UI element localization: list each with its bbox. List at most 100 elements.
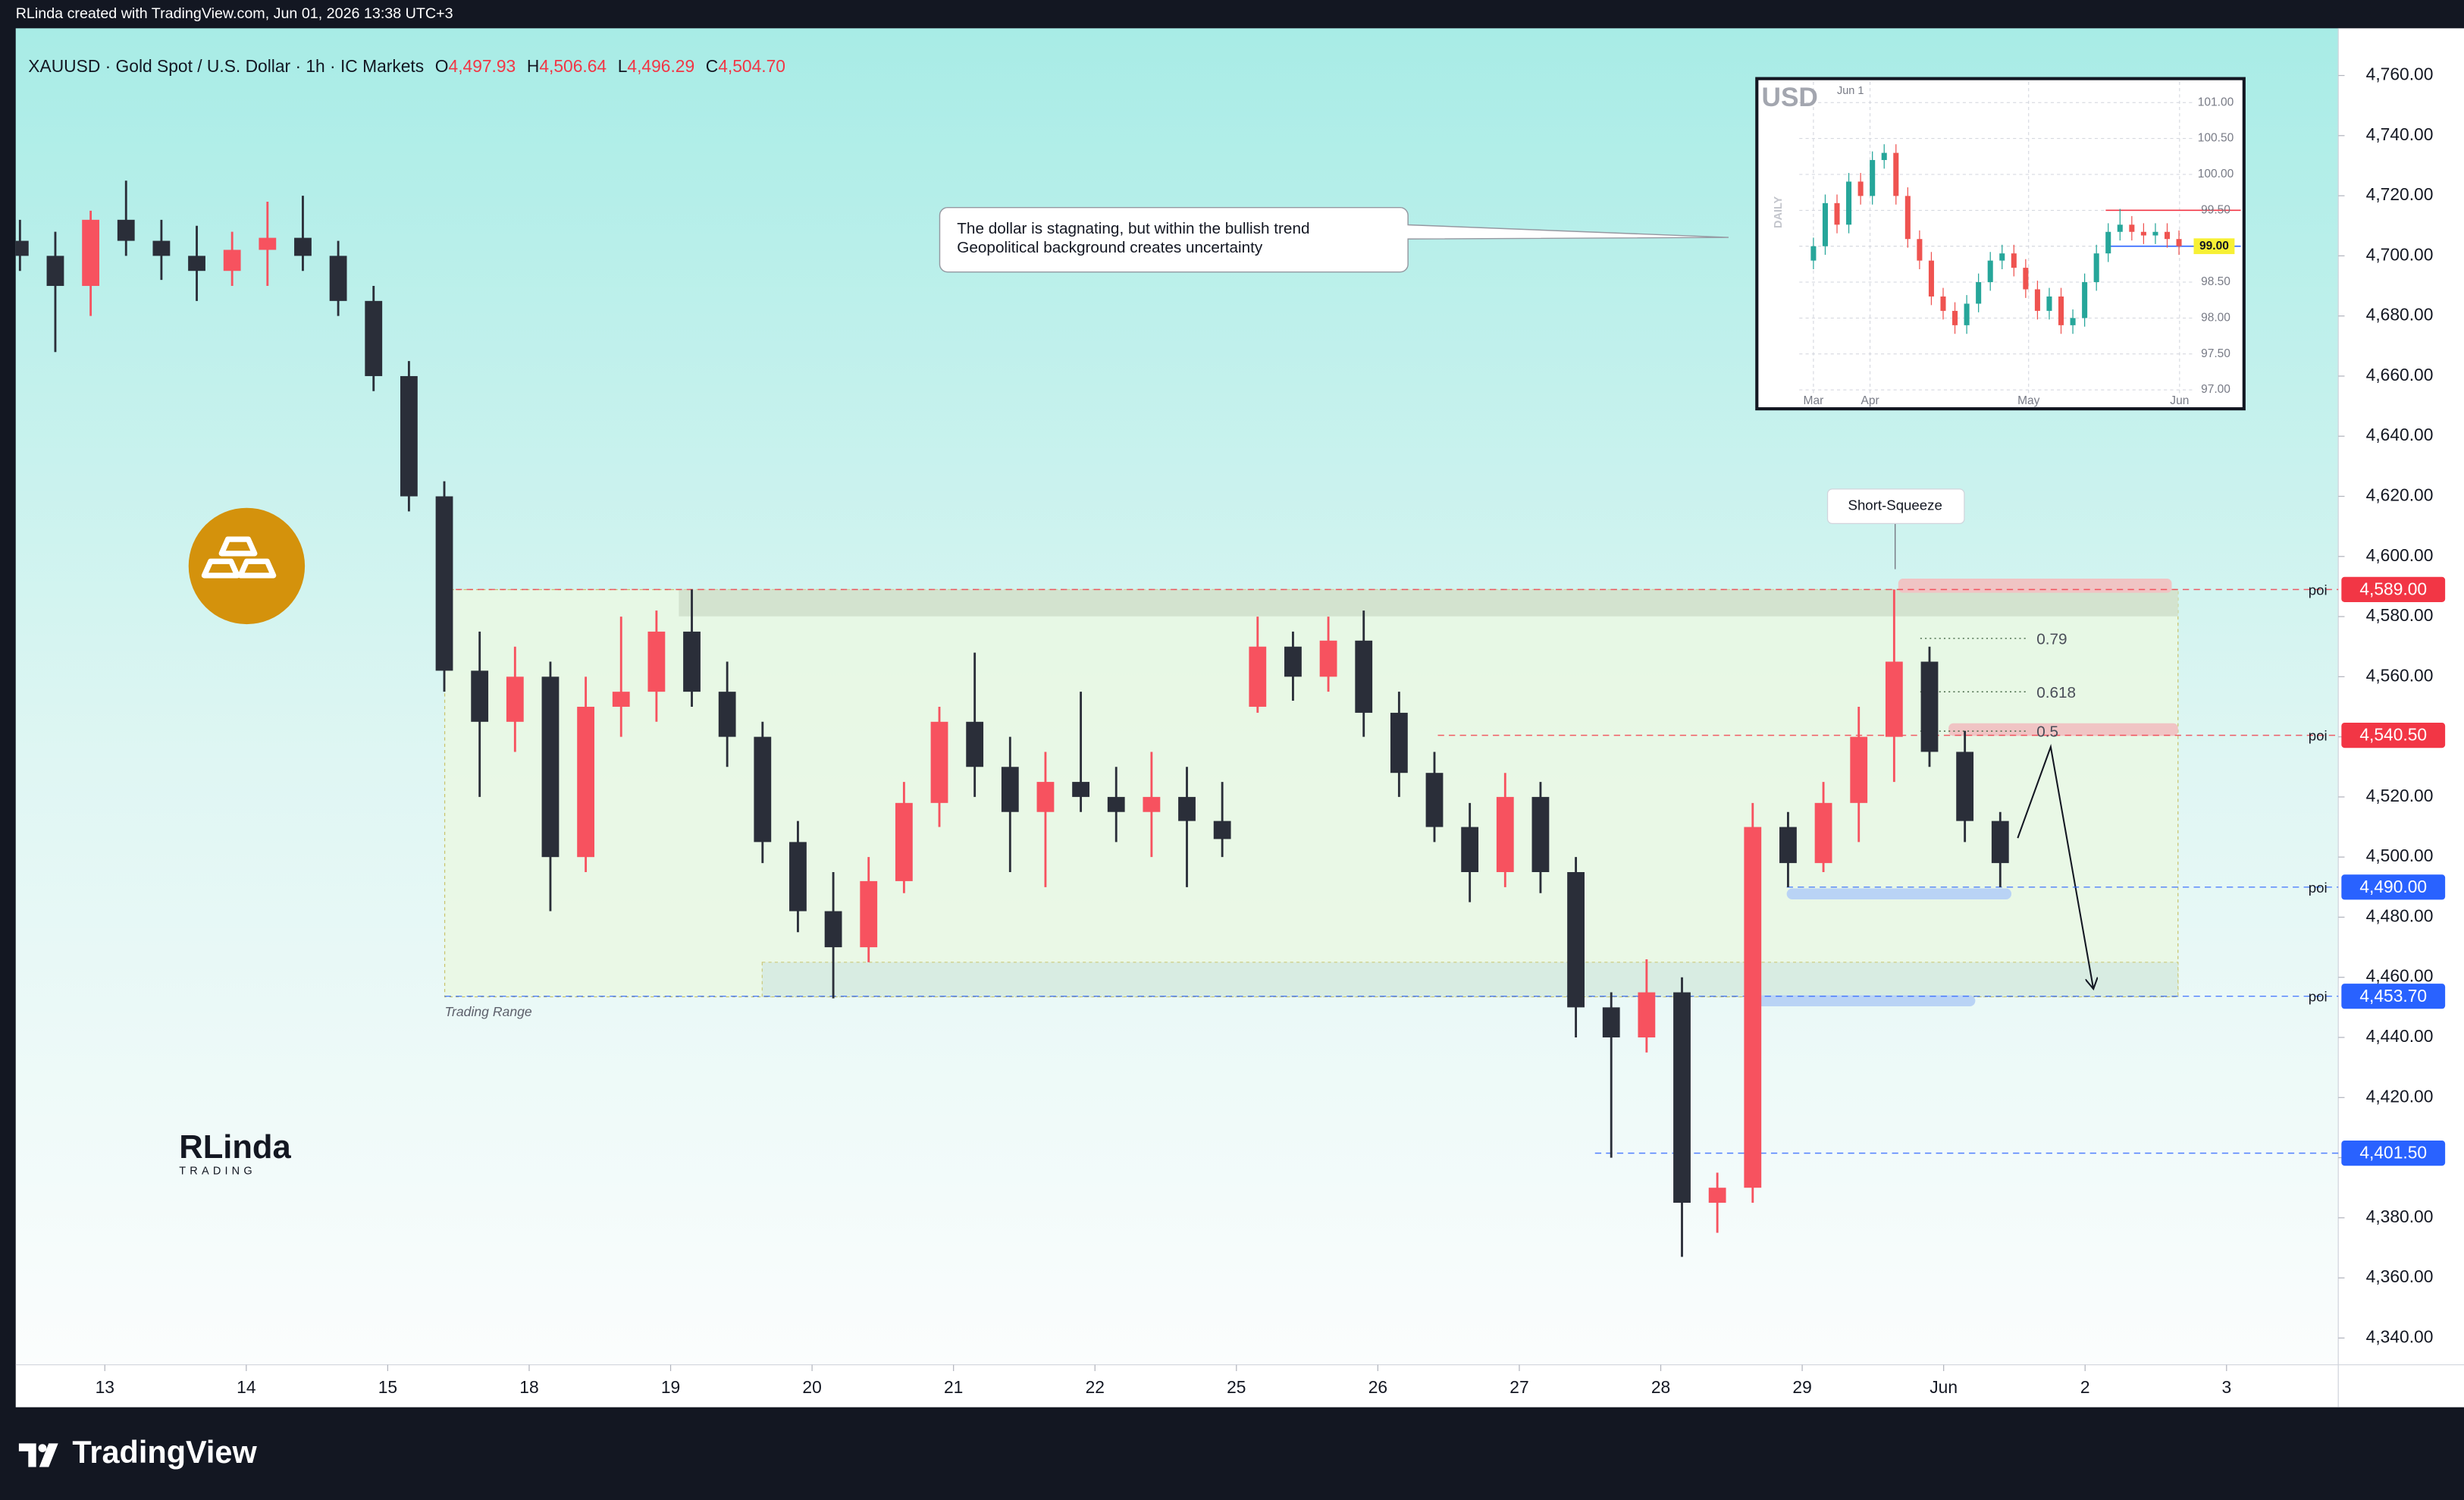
candle-body — [2152, 231, 2158, 236]
candle-body — [647, 631, 666, 692]
candle-body — [1567, 871, 1585, 1008]
candle-body — [754, 736, 772, 843]
level-tag-label: 4,401.50 — [2359, 1143, 2427, 1163]
level-note: poi — [2309, 880, 2328, 896]
candle-body — [966, 721, 984, 767]
candle-body — [259, 237, 277, 250]
ohlc-key: C — [706, 56, 718, 76]
axes: 4,340.004,360.004,380.004,400.004,420.00… — [96, 64, 2446, 1397]
y-tick-label: 4,520.00 — [2366, 786, 2434, 805]
inset-last-price-tag — [2193, 238, 2235, 255]
ohlc-value: 4,504.70 — [718, 56, 785, 76]
candle-body — [895, 802, 913, 881]
candle-body — [1531, 796, 1550, 872]
candle-body — [1881, 152, 1887, 161]
candle-body — [1987, 260, 1993, 283]
y-tick-label: 4,620.00 — [2366, 485, 2434, 505]
candle-body — [223, 249, 241, 271]
y-tick-label: 4,500.00 — [2366, 846, 2434, 865]
price-axis — [2338, 28, 2464, 1407]
inset-plot — [1799, 81, 2241, 394]
candle-body — [1810, 246, 1817, 261]
level-note: poi — [2309, 582, 2328, 598]
level-note: poi — [2309, 728, 2328, 744]
red-zone — [1948, 723, 2178, 736]
candle-body — [2082, 282, 2088, 319]
x-tick-label: 2 — [2080, 1377, 2090, 1397]
y-tick-label: 4,740.00 — [2366, 124, 2434, 144]
candle-body — [329, 256, 347, 301]
candle-body — [188, 256, 205, 271]
inset-x-tick-label: Apr — [1861, 394, 1879, 407]
candle-body — [1952, 310, 1958, 325]
inset-last-price: 99.00 — [2199, 240, 2229, 253]
logo-name: RLinda — [179, 1129, 291, 1166]
candle-body — [2164, 231, 2171, 240]
candle-body — [2140, 231, 2146, 236]
candle-body — [1249, 646, 1267, 707]
candle-body — [1001, 767, 1019, 812]
candle-body — [1999, 253, 2005, 261]
candle-body — [1708, 1188, 1726, 1203]
x-tick-label: 28 — [1651, 1377, 1670, 1397]
candle-body — [1940, 296, 1946, 311]
level-note: poi — [2309, 989, 2328, 1005]
candle-body — [1744, 827, 1762, 1188]
demand-zone — [761, 962, 2179, 998]
candle-body — [1425, 773, 1444, 827]
candle-body — [2117, 224, 2123, 232]
candle-body — [1834, 202, 1840, 225]
supply-zone — [679, 589, 2178, 617]
candle-body — [683, 631, 701, 692]
ohlc-value: 4,506.64 — [539, 56, 607, 76]
short-squeeze-box — [1826, 488, 1965, 525]
y-tick-label: 4,640.00 — [2366, 425, 2434, 444]
level-tag — [2341, 874, 2446, 900]
x-tick-label: 25 — [1227, 1377, 1246, 1397]
candle-body — [1885, 661, 1903, 737]
y-tick-label: 4,560.00 — [2366, 665, 2434, 685]
inset-title: USD — [1762, 83, 1818, 112]
credit: RLinda created with TradingView.com, Jun… — [16, 5, 453, 22]
fib-label: 0.5 — [2036, 723, 2058, 741]
candle-body — [506, 676, 524, 722]
candle-body — [1355, 640, 1373, 713]
candle-body — [1893, 152, 1899, 196]
y-tick-label: 4,720.00 — [2366, 184, 2434, 204]
candle-body — [2070, 318, 2076, 325]
candle-body — [1956, 752, 1974, 821]
candle-body — [1496, 796, 1514, 872]
candle-body — [2105, 231, 2111, 254]
candle-body — [400, 375, 418, 497]
x-tick-label: 13 — [96, 1377, 114, 1397]
candle-body — [2093, 253, 2099, 283]
candle-body — [1178, 796, 1196, 821]
note-text: Geopolitical background creates uncertai… — [957, 239, 1263, 256]
inset-subtitle: Jun 1 — [1837, 85, 1864, 97]
brand: TradingView — [72, 1434, 257, 1470]
inset-x-tick-label: Mar — [1804, 394, 1824, 407]
inset: 97.00 97.50 98.00 98.50 99.00 99.50 100.00 100.… — [1755, 77, 2246, 411]
candle-body — [365, 300, 383, 376]
candle-body — [1822, 202, 1828, 246]
y-tick-label: 4,360.00 — [2366, 1266, 2434, 1286]
candle-body — [1036, 782, 1055, 812]
logo-sub: TRADING — [179, 1165, 256, 1177]
inset-y-tick-label: 97.00 — [2201, 383, 2230, 396]
symbol: XAUUSD · Gold Spot / U.S. Dollar · 1h · … — [28, 56, 424, 76]
forecast-arrow — [2017, 743, 2093, 987]
candle-body — [471, 670, 489, 722]
y-tick-label: 4,660.00 — [2366, 365, 2434, 384]
candle-body — [1319, 640, 1337, 677]
inset-y-tick-label: 100.00 — [2198, 168, 2234, 180]
inset-x-tick-label: May — [2017, 394, 2040, 407]
y-tick-label: 4,480.00 — [2366, 905, 2434, 925]
ohlc-value: 4,496.29 — [627, 56, 694, 76]
trading-range-box — [444, 588, 2179, 998]
level-tag-label: 4,490.00 — [2359, 877, 2427, 896]
fib-label: 0.618 — [2036, 684, 2076, 701]
x-tick-label: 22 — [1086, 1377, 1105, 1397]
inset-y-tick-label: 98.00 — [2201, 311, 2230, 324]
level-tag — [2341, 1141, 2446, 1166]
